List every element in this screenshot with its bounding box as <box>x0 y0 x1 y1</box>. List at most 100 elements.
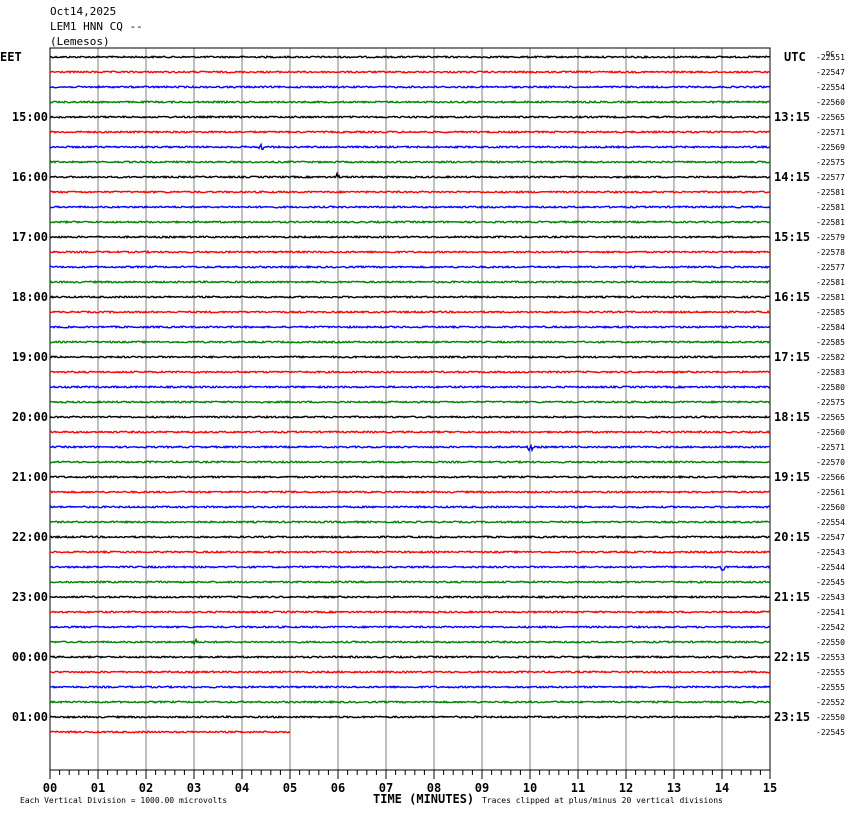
trace-row <box>49 414 771 419</box>
right-hour-label: 14:15 <box>774 170 810 184</box>
right-timezone-label: UTC <box>784 50 806 64</box>
dc-offset-label: -22571 <box>816 443 845 452</box>
dc-offset-label: -22542 <box>816 623 845 632</box>
trace-row <box>49 100 771 105</box>
x-tick-label: 13 <box>667 781 681 795</box>
dc-offset-label: -22554 <box>816 83 845 92</box>
dc-offset-label: -22553 <box>816 653 845 662</box>
dc-offset-label: -22575 <box>816 398 845 407</box>
trace-row <box>49 142 771 151</box>
trace-row <box>49 459 771 464</box>
trace-row <box>49 637 771 646</box>
trace-row <box>49 474 771 480</box>
left-hour-label: 15:00 <box>12 110 48 124</box>
dc-offset-label: -22555 <box>816 668 845 677</box>
dc-offset-label: -22570 <box>816 458 845 467</box>
trace-row <box>49 159 771 164</box>
dc-offset-label: -22555 <box>816 683 845 692</box>
dc-offset-label: -22579 <box>816 233 845 242</box>
trace-row <box>49 549 771 555</box>
right-hour-label: 20:15 <box>774 530 810 544</box>
x-tick-label: 04 <box>235 781 249 795</box>
dc-offset-label: -22552 <box>816 698 845 707</box>
left-hour-label: 16:00 <box>12 170 48 184</box>
dc-offset-label: -22577 <box>816 263 845 272</box>
trace-row <box>49 684 771 689</box>
dc-offset-label: -22581 <box>816 203 845 212</box>
trace-row <box>49 400 771 404</box>
x-axis-title: TIME (MINUTES) <box>373 792 474 806</box>
dc-offset-label: -22545 <box>816 728 845 737</box>
plot-border <box>49 47 771 771</box>
right-hour-label: 22:15 <box>774 650 810 664</box>
x-tick-label: 02 <box>139 781 153 795</box>
trace-row <box>49 535 771 539</box>
x-tick-label: 00 <box>43 781 57 795</box>
dc-header-label: DC <box>826 50 834 58</box>
trace-row <box>49 115 771 119</box>
trace-row <box>49 280 771 284</box>
dc-offset-label: -22569 <box>816 143 845 152</box>
trace-row <box>49 595 771 599</box>
header-station: LEM1 HNN CQ -- <box>50 20 143 33</box>
dc-offset-label: -22583 <box>816 368 845 377</box>
traces <box>49 54 771 734</box>
x-tick-label: 14 <box>715 781 729 795</box>
scale-note: Each Vertical Division = 1000.00 microvo… <box>20 796 227 805</box>
x-tick-label: 06 <box>331 781 345 795</box>
dc-offset-label: -22571 <box>816 128 845 137</box>
trace-row <box>49 730 291 734</box>
right-hour-label: 18:15 <box>774 410 810 424</box>
dc-offset-label: -22566 <box>816 473 845 482</box>
dc-offset-label: -22554 <box>816 518 845 527</box>
dc-offset-label: -22541 <box>816 608 845 617</box>
dc-offset-label: -22581 <box>816 293 845 302</box>
trace-row <box>49 370 771 374</box>
trace-row <box>49 519 771 525</box>
dc-offset-label: -22561 <box>816 488 845 497</box>
dc-offset-label: -22578 <box>816 248 845 257</box>
right-hour-label: 19:15 <box>774 470 810 484</box>
left-hour-label: 19:00 <box>12 350 48 364</box>
left-hour-label: 17:00 <box>12 230 48 244</box>
trace-row <box>49 624 771 629</box>
right-hour-label: 13:15 <box>774 110 810 124</box>
trace-row <box>49 443 771 453</box>
dc-offset-label: -22543 <box>816 593 845 602</box>
grid-lines <box>49 47 771 771</box>
x-tick-label: 09 <box>475 781 489 795</box>
trace-row <box>49 505 771 509</box>
dc-offset-label: -22560 <box>816 428 845 437</box>
left-hour-label: 01:00 <box>12 710 48 724</box>
trace-row <box>49 715 771 719</box>
x-tick-label: 01 <box>91 781 105 795</box>
dc-offset-label: -22547 <box>816 68 845 77</box>
trace-row <box>49 340 771 345</box>
dc-offset-label: -22581 <box>816 278 845 287</box>
header-date: Oct14,2025 <box>50 5 117 18</box>
trace-row <box>49 264 771 270</box>
dc-offset-label: -22581 <box>816 218 845 227</box>
dc-offset-label: -22577 <box>816 173 845 182</box>
dc-offset-label: -22547 <box>816 533 845 542</box>
row-labels: 15:00 16:00 17:00 18:00 19:00 20:00 21:00 22:00… <box>12 53 845 737</box>
trace-row <box>49 385 771 389</box>
dc-offset-label: -22550 <box>816 713 845 722</box>
right-hour-label: 16:15 <box>774 290 810 304</box>
trace-row <box>49 565 771 572</box>
dc-offset-label: -22575 <box>816 158 845 167</box>
dc-offset-label: -22585 <box>816 338 845 347</box>
right-hour-label: 23:15 <box>774 710 810 724</box>
dc-offset-label: -22545 <box>816 578 845 587</box>
trace-row <box>49 654 771 660</box>
trace-row <box>49 580 771 584</box>
left-hour-label: 21:00 <box>12 470 48 484</box>
trace-row <box>49 699 771 705</box>
trace-row <box>49 324 771 330</box>
dc-offset-label: -22550 <box>816 638 845 647</box>
dc-offset-label: -22580 <box>816 383 845 392</box>
x-tick-label: 11 <box>571 781 585 795</box>
right-hour-label: 21:15 <box>774 590 810 604</box>
trace-row <box>49 355 771 359</box>
x-tick-label: 07 <box>379 781 393 795</box>
